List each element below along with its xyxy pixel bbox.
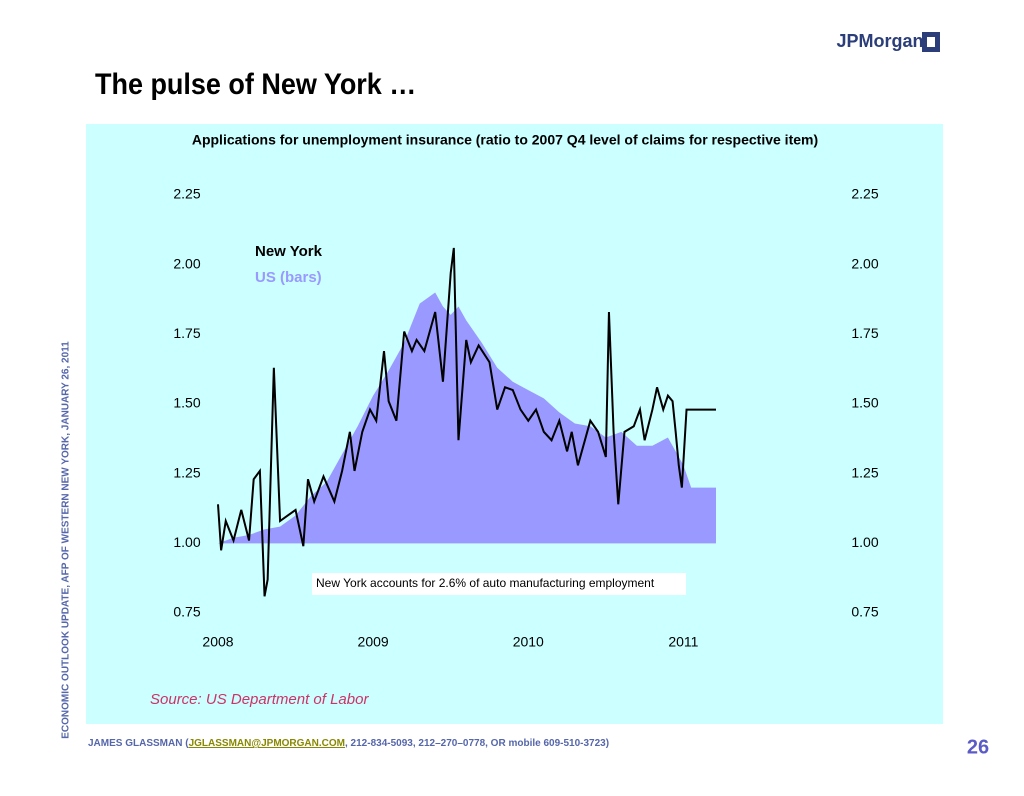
logo: JPMorgan bbox=[836, 31, 923, 51]
y2-tick-label: 0.75 bbox=[851, 604, 878, 620]
y2-tick-label: 1.00 bbox=[851, 534, 878, 550]
source: Source: US Department of Labor bbox=[150, 691, 369, 708]
x-tick-label: 2011 bbox=[668, 634, 698, 650]
annotation: New York accounts for 2.6% of auto manuf… bbox=[316, 576, 655, 590]
y-tick-label: 1.75 bbox=[173, 325, 200, 341]
y-tick-label: 2.00 bbox=[173, 255, 200, 271]
slide-title: The pulse of New York … bbox=[95, 68, 416, 102]
ny-line bbox=[217, 247, 716, 597]
footer-email[interactable]: JGLASSMAN@JPMORGAN.COM bbox=[189, 738, 345, 749]
annotation-box bbox=[312, 573, 686, 595]
us-area bbox=[218, 292, 716, 544]
y-tick-label: 1.00 bbox=[173, 534, 200, 550]
y2-tick-label: 1.50 bbox=[851, 395, 878, 411]
logo-icon-inner bbox=[927, 37, 935, 47]
y2-tick-label: 2.25 bbox=[851, 186, 878, 202]
y2-tick-label: 1.75 bbox=[851, 325, 878, 341]
footer-start: JAMES GLASSMAN ( bbox=[88, 738, 189, 749]
legend-label: New York bbox=[255, 243, 323, 260]
y2-tick-label: 2.00 bbox=[851, 255, 878, 271]
footer-end: , 212-834-5093, 212–270–0778, OR mobile … bbox=[345, 738, 609, 749]
x-tick-label: 2010 bbox=[513, 634, 544, 650]
y2-tick-label: 1.25 bbox=[851, 464, 878, 480]
page-number: 26 bbox=[967, 736, 989, 758]
y-tick-label: 1.50 bbox=[173, 395, 200, 411]
y-tick-label: 1.25 bbox=[173, 464, 200, 480]
y-tick-label: 0.75 bbox=[173, 604, 200, 620]
legend-label: US (bars) bbox=[255, 269, 322, 286]
chart-title: Applications for unemployment insurance … bbox=[192, 132, 818, 148]
footer: JAMES GLASSMAN (JGLASSMAN@JPMORGAN.COM, … bbox=[88, 738, 609, 749]
x-tick-label: 2009 bbox=[358, 634, 389, 650]
y-tick-label: 2.25 bbox=[173, 186, 200, 202]
x-tick-label: 2008 bbox=[202, 634, 233, 650]
side-note: ECONOMIC OUTLOOK UPDATE, AFP OF WESTERN … bbox=[61, 341, 72, 739]
